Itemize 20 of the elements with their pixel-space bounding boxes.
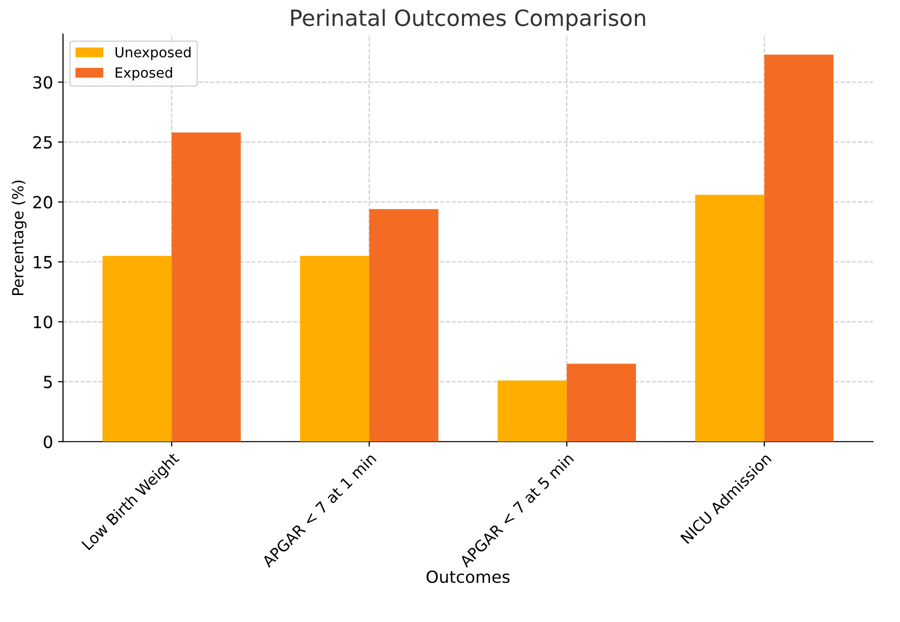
bar <box>498 380 567 442</box>
y-tick-label: 0 <box>44 436 52 448</box>
bar <box>369 209 438 442</box>
chart-title: Perinatal Outcomes Comparison <box>291 8 646 30</box>
legend-label: Unexposed <box>116 46 191 60</box>
y-tick-label: 30 <box>33 76 52 89</box>
bar <box>102 256 172 442</box>
bar <box>300 256 370 442</box>
y-tick-label: 10 <box>34 316 52 328</box>
legend-label: Exposed <box>116 67 172 81</box>
y-tick-label: 20 <box>33 196 52 209</box>
bar <box>172 132 241 442</box>
bar <box>695 194 764 442</box>
y-tick-label: 5 <box>44 376 52 388</box>
bar <box>566 364 636 442</box>
y-tick-label: 15 <box>34 256 52 268</box>
bar <box>764 54 834 442</box>
y-axis-title: Percentage (%) <box>12 180 27 296</box>
y-tick-label: 25 <box>33 136 52 149</box>
x-axis-title: Outcomes <box>426 570 510 584</box>
